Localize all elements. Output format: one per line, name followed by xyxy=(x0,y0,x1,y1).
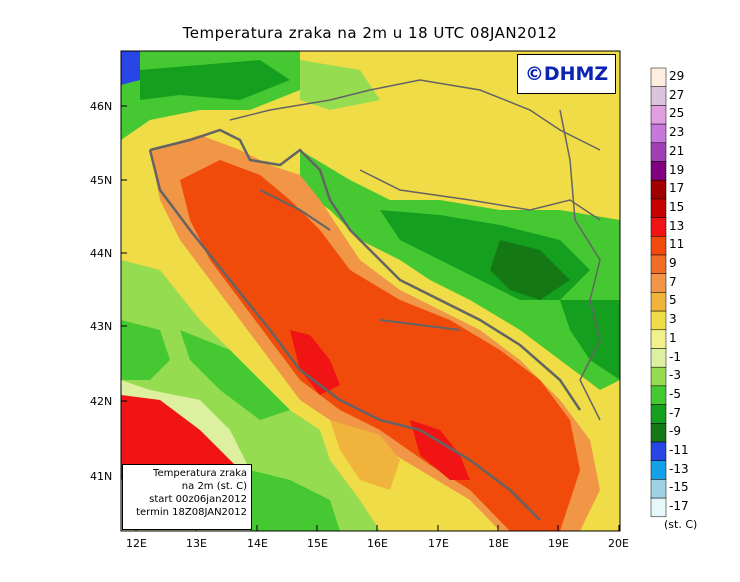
info-line-1: Temperatura zraka xyxy=(153,468,247,479)
colorbar-swatch xyxy=(650,123,667,144)
colorbar-swatch xyxy=(650,236,667,256)
colorbar-swatch xyxy=(650,441,667,461)
lon-label-14: 14E xyxy=(247,537,268,550)
colorbar-swatch xyxy=(650,161,667,181)
logo-box: ©DHMZ xyxy=(517,54,616,94)
colorbar xyxy=(650,67,667,518)
colorbar-label: -5 xyxy=(669,386,681,401)
colorbar-label: -15 xyxy=(669,480,689,495)
colorbar-label: -17 xyxy=(669,499,689,514)
info-line-2: na 2m (st. C) xyxy=(181,481,247,492)
colorbar-label: 7 xyxy=(669,274,677,289)
colorbar-swatch xyxy=(650,273,667,293)
lon-label-18: 18E xyxy=(488,537,509,550)
lon-label-12: 12E xyxy=(126,537,147,550)
lon-label-20: 20E xyxy=(608,537,629,550)
colorbar-label: 21 xyxy=(669,143,685,158)
info-box: Temperatura zraka na 2m (st. C) start 00… xyxy=(122,464,252,530)
lat-label-42: 42N xyxy=(90,395,113,408)
lon-label-16: 16E xyxy=(367,537,388,550)
lon-label-19: 19E xyxy=(548,537,569,550)
lat-label-43: 43N xyxy=(90,320,113,333)
colorbar-swatch xyxy=(650,497,667,518)
colorbar-label: 25 xyxy=(669,106,685,121)
lon-label-17: 17E xyxy=(428,537,449,550)
colorbar-swatch xyxy=(650,292,667,312)
colorbar-label: 23 xyxy=(669,125,685,140)
lat-label-44: 44N xyxy=(90,247,113,260)
colorbar-swatch xyxy=(650,366,667,387)
colorbar-swatch xyxy=(650,67,667,87)
colorbar-label: 5 xyxy=(669,293,677,308)
lon-label-13: 13E xyxy=(186,537,207,550)
colorbar-swatch xyxy=(650,423,667,443)
lat-label-46: 46N xyxy=(90,100,113,113)
lat-label-45: 45N xyxy=(90,174,113,187)
colorbar-swatch xyxy=(650,105,667,125)
colorbar-swatch xyxy=(650,348,667,368)
colorbar-swatch xyxy=(650,179,667,200)
colorbar-label: -7 xyxy=(669,405,681,420)
colorbar-swatch xyxy=(650,217,667,237)
colorbar-label: 27 xyxy=(669,87,685,102)
colorbar-units: (st. C) xyxy=(664,518,698,531)
colorbar-swatch xyxy=(650,142,667,162)
colorbar-label: 3 xyxy=(669,312,677,327)
colorbar-swatch xyxy=(650,310,667,331)
lat-label-41: 41N xyxy=(90,470,113,483)
map-field xyxy=(121,51,620,531)
colorbar-swatch xyxy=(650,86,667,106)
info-line-4: termin 18Z08JAN2012 xyxy=(136,507,247,518)
colorbar-label: -9 xyxy=(669,424,681,439)
colorbar-label: 11 xyxy=(669,237,685,252)
info-line-3: start 00z06jan2012 xyxy=(149,494,247,505)
colorbar-label: -11 xyxy=(669,443,689,457)
colorbar-label: 9 xyxy=(669,256,677,270)
colorbar-swatch xyxy=(650,460,667,480)
colorbar-swatch xyxy=(650,198,667,218)
colorbar-label: 19 xyxy=(669,162,685,177)
colorbar-label: 15 xyxy=(669,199,685,214)
colorbar-label: 17 xyxy=(669,181,685,196)
colorbar-label: -1 xyxy=(669,349,681,364)
colorbar-label: 13 xyxy=(669,218,685,233)
colorbar-swatch xyxy=(650,479,667,499)
colorbar-label: 29 xyxy=(669,69,685,83)
colorbar-label: 1 xyxy=(669,330,677,345)
colorbar-label: -13 xyxy=(669,461,689,476)
colorbar-swatch xyxy=(650,404,667,424)
chart-title: Temperatura zraka na 2m u 18 UTC 08JAN20… xyxy=(182,24,558,42)
colorbar-swatch xyxy=(650,254,667,274)
colorbar-label: -3 xyxy=(669,368,681,383)
colorbar-swatch xyxy=(650,329,667,349)
colorbar-swatch xyxy=(650,385,667,405)
lon-label-15: 15E xyxy=(307,537,328,550)
